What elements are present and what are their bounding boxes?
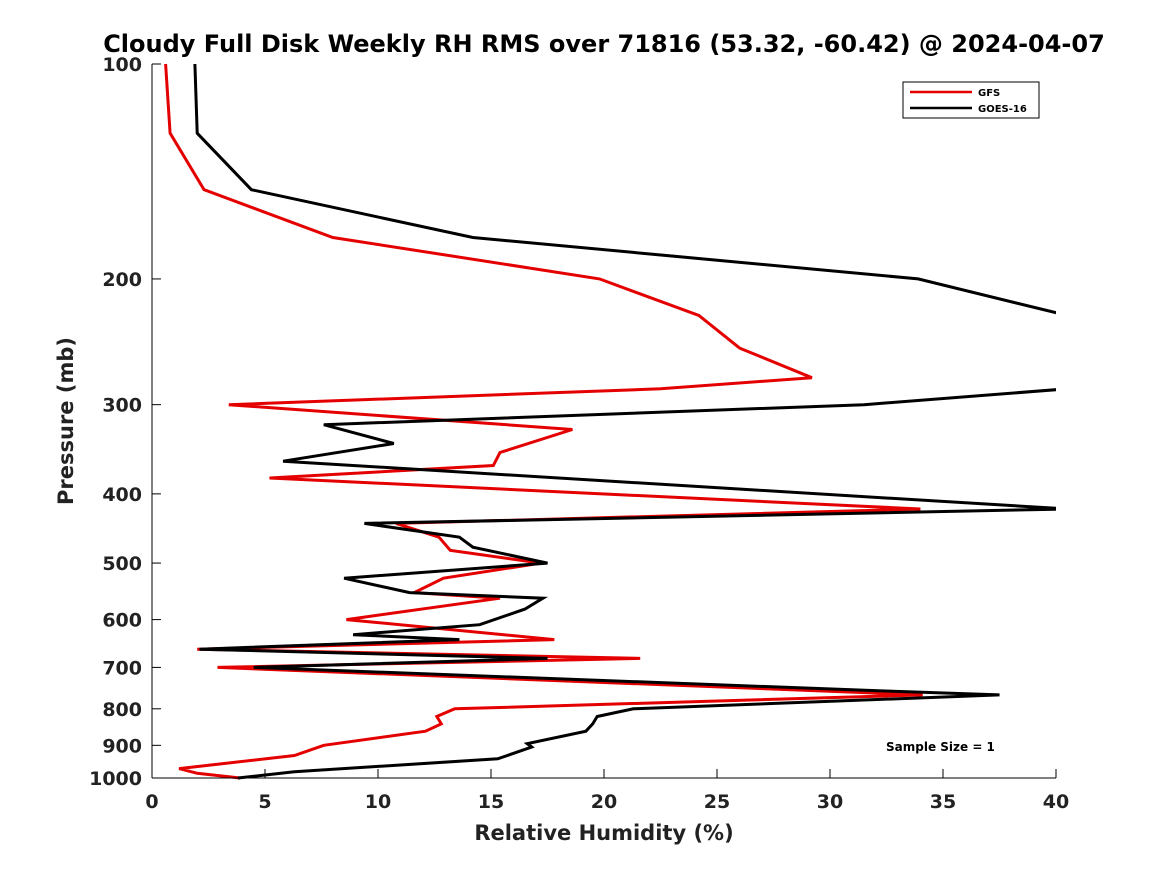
x-tick-label: 10 [365, 791, 391, 813]
x-tick-label: 30 [817, 791, 843, 813]
y-tick-label: 400 [102, 484, 142, 506]
x-tick-label: 40 [1043, 791, 1069, 813]
x-axis-ticks: 0 5 10 15 20 25 30 35 40 [145, 769, 1069, 813]
x-tick-label: 15 [478, 791, 504, 813]
x-tick-label: 35 [930, 791, 956, 813]
y-tick-label: 900 [102, 735, 142, 757]
legend-label-goes16: GOES-16 [978, 104, 1027, 115]
x-tick-label: 20 [591, 791, 617, 813]
y-axis-label: Pressure (mb) [54, 337, 78, 505]
x-axis-label: Relative Humidity (%) [474, 821, 733, 845]
y-tick-label: 1000 [89, 768, 142, 790]
chart-title: Cloudy Full Disk Weekly RH RMS over 7181… [103, 30, 1105, 58]
legend-box [902, 81, 1040, 119]
y-tick-label: 700 [102, 657, 142, 679]
legend-label-gfs: GFS [978, 88, 1000, 99]
x-tick-label: 5 [258, 791, 271, 813]
series-line-goes16 [193, 63, 1056, 780]
series-layer [164, 63, 1056, 780]
y-axis-ticks: 100 200 300 400 500 600 700 800 900 1000 [89, 54, 161, 790]
legend: GFS GOES-16 [902, 81, 1040, 119]
sample-size-annotation: Sample Size = 1 [886, 740, 995, 754]
y-tick-label: 600 [102, 610, 142, 632]
x-tick-label: 0 [145, 791, 158, 813]
y-tick-label: 300 [102, 395, 142, 417]
x-tick-label: 25 [704, 791, 730, 813]
y-tick-label: 500 [102, 553, 142, 575]
y-tick-label: 100 [102, 54, 142, 76]
y-tick-label: 200 [102, 269, 142, 291]
y-tick-label: 800 [102, 699, 142, 721]
